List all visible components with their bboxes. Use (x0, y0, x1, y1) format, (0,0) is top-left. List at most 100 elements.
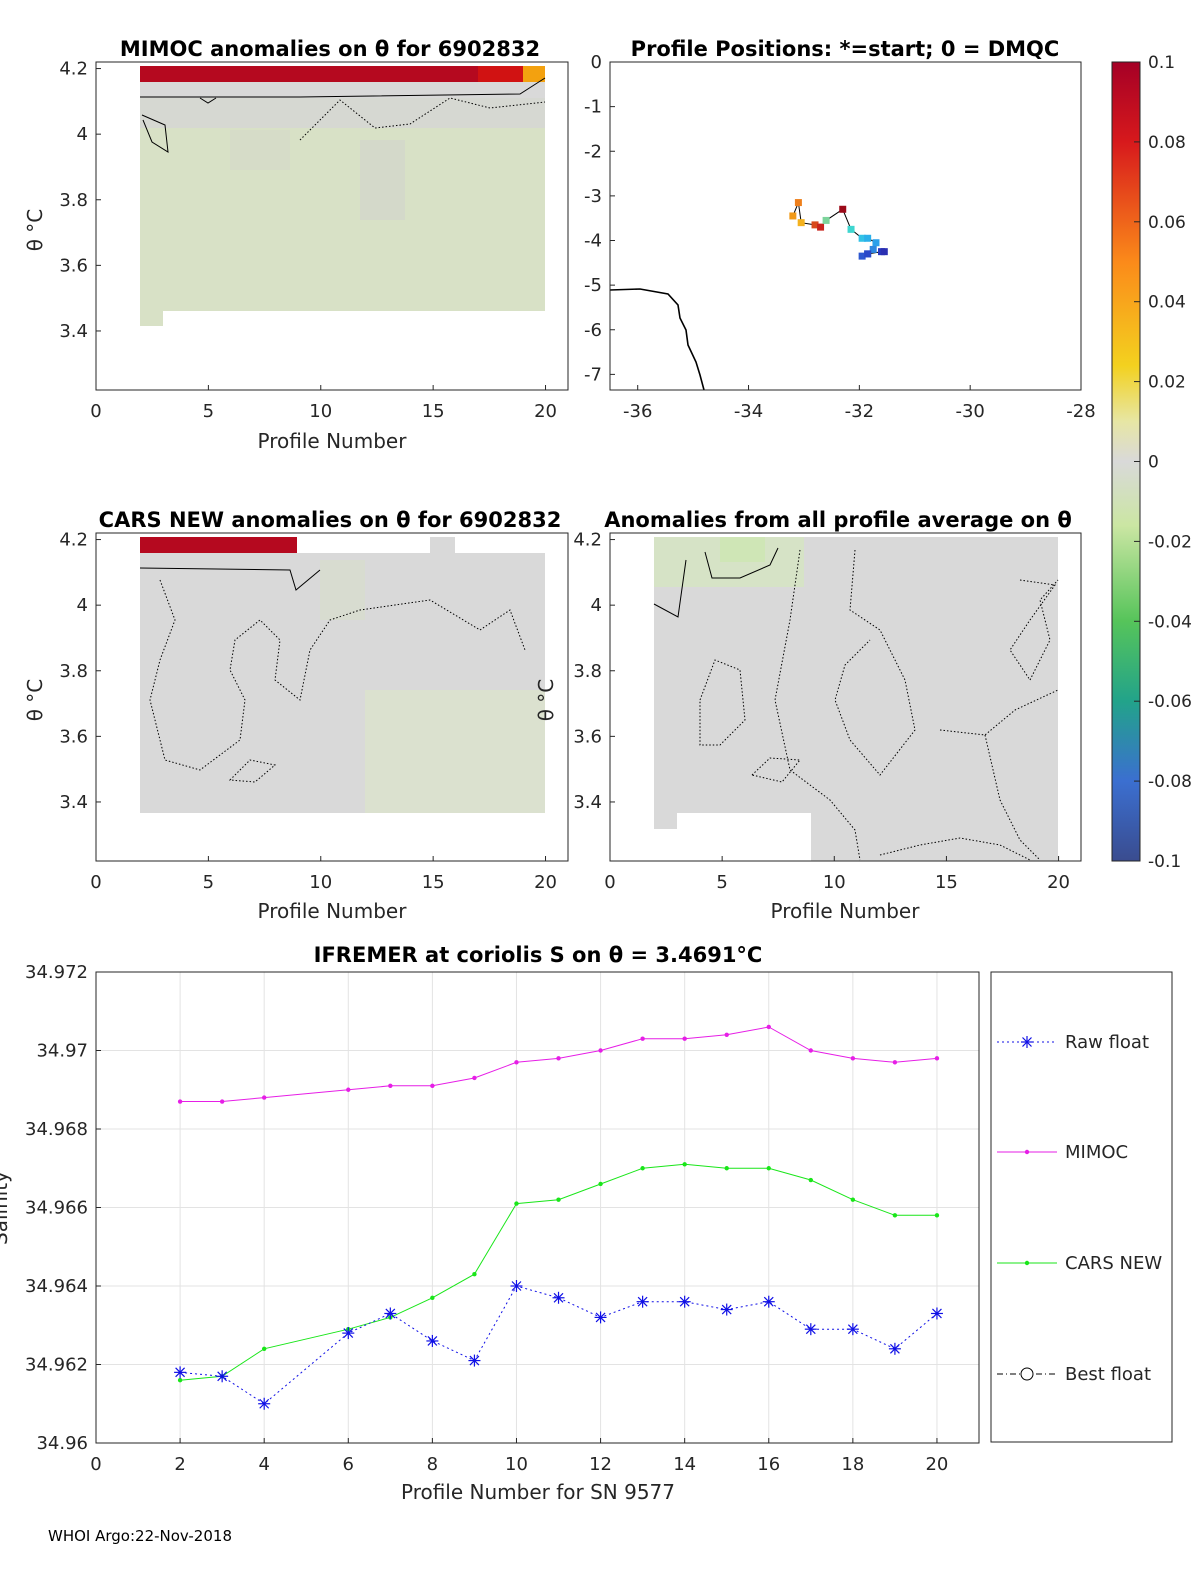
colorbar-tick-label: -0.08 (1148, 772, 1192, 792)
salinity-legend: Raw float MIMOC CARS NEW Best float (990, 971, 1173, 1443)
salinity-point-cars-new (766, 1166, 771, 1171)
salinity-point-mimoc (598, 1048, 603, 1053)
profile-position-marker (864, 250, 872, 258)
cars-x-label: Profile Number (258, 899, 408, 923)
salinity-x-tick-label: 8 (427, 1454, 438, 1475)
allavg-heatmap (653, 537, 1059, 861)
positions-y-tick-label: -3 (584, 186, 602, 207)
salinity-point-mimoc (261, 1095, 267, 1100)
salinity-y-tick-label: 34.97 (36, 1041, 88, 1062)
salinity-point-mimoc (472, 1075, 477, 1081)
salinity-x-tick-label: 14 (673, 1454, 696, 1475)
allavg-y-tick-label: 3.6 (573, 726, 602, 747)
salinity-point-mimoc (766, 1024, 771, 1030)
positions-y-tick-label: -5 (584, 275, 602, 296)
salinity-point-mimoc (850, 1056, 856, 1061)
allavg-axes-box (609, 532, 1082, 862)
mimoc-x-ticks: 0 5 10 15 20 (90, 385, 557, 422)
legend-dot-marker (1024, 1149, 1030, 1155)
mimoc-panel: MIMOC anomalies on θ for 6902832 0 5 10 15 2… (23, 37, 569, 453)
salinity-x-tick-label: 0 (90, 1454, 101, 1475)
mimoc-heat-row (140, 82, 545, 98)
cars-title: CARS NEW anomalies on θ for 6902832 (99, 508, 562, 532)
salinity-x-tick-label: 6 (343, 1454, 354, 1475)
salinity-star-marker (678, 1295, 691, 1308)
colorbar-tick-label: 0 (1148, 453, 1159, 473)
mimoc-axes-box (95, 61, 569, 391)
salinity-star-marker (846, 1323, 859, 1336)
cars-x-ticks: 0 5 10 15 20 (90, 856, 557, 893)
salinity-star-marker (930, 1307, 943, 1320)
legend-label: MIMOC (1065, 1142, 1128, 1163)
cars-x-tick-label: 5 (203, 872, 214, 893)
legend-label: CARS NEW (1065, 1253, 1162, 1274)
coastline (609, 288, 705, 391)
salinity-star-marker (468, 1354, 481, 1367)
legend-dot-marker (1024, 1260, 1030, 1266)
salinity-point-cars-new (177, 1378, 183, 1383)
legend-label: Raw float (1065, 1032, 1149, 1053)
cars-y-tick-label: 3.4 (59, 792, 88, 813)
salinity-point-mimoc (388, 1083, 393, 1089)
salinity-point-mimoc (514, 1060, 519, 1065)
mimoc-heat-cell (230, 130, 290, 170)
allavg-x-tick-label: 0 (604, 872, 615, 893)
mimoc-y-ticks: 4.2 4 3.8 3.6 3.4 (59, 59, 101, 342)
salinity-point-cars-new (850, 1197, 856, 1202)
allavg-title: Anomalies from all profile average on θ (604, 508, 1072, 532)
profile-position-marker (839, 205, 847, 213)
colorbar-tick-label: -0.06 (1148, 692, 1192, 712)
salinity-star-marker (342, 1327, 355, 1340)
positions-x-tick-label: -36 (623, 401, 652, 422)
allavg-x-tick-label: 10 (823, 872, 846, 893)
allavg-y-tick-label: 3.8 (573, 661, 602, 682)
cars-x-tick-label: 20 (534, 872, 557, 893)
cars-contour (139, 567, 321, 591)
allavg-contour (704, 547, 779, 579)
float-track (789, 199, 888, 260)
salinity-x-tick-label: 20 (925, 1454, 948, 1475)
cars-heatmap (139, 537, 545, 813)
mimoc-contour (199, 97, 217, 104)
salinity-x-tick-label: 10 (505, 1454, 528, 1475)
salinity-point-cars-new (892, 1213, 898, 1218)
positions-y-tick-label: -1 (584, 97, 602, 118)
mimoc-x-tick-label: 10 (309, 401, 332, 422)
colorbar-tick-label: 0.06 (1148, 213, 1186, 233)
legend-items: Raw float MIMOC CARS NEW Best float (997, 1032, 1162, 1385)
mimoc-x-tick-label: 0 (90, 401, 101, 422)
positions-axes-box (609, 61, 1082, 391)
salinity-star-marker (216, 1370, 229, 1383)
salinity-star-marker (426, 1334, 439, 1347)
positions-y-ticks: 0 -1 -2 -3 -4 -5 -6 -7 (584, 52, 615, 385)
colorbar-tick-label: 0.08 (1148, 133, 1186, 153)
allavg-heat-cell (811, 813, 1058, 861)
salinity-x-label: Profile Number for SN 9577 (401, 1480, 675, 1504)
salinity-point-mimoc (430, 1083, 435, 1089)
positions-y-tick-label: 0 (591, 52, 602, 73)
mimoc-contour (140, 77, 546, 98)
salinity-star-marker (258, 1397, 271, 1410)
allavg-contour-dotted (1009, 579, 1059, 681)
positions-x-tick-label: -32 (845, 401, 874, 422)
mimoc-contour-dotted (299, 97, 546, 141)
allavg-panel: Anomalies from all profile average on θ … (534, 508, 1082, 923)
positions-y-tick-label: -6 (584, 320, 602, 341)
mimoc-y-tick-label: 3.8 (59, 190, 88, 211)
cars-heat-cell (365, 690, 545, 813)
positions-y-tick-label: -2 (584, 141, 602, 162)
mimoc-x-tick-label: 20 (534, 401, 557, 422)
legend-label: Best float (1065, 1364, 1151, 1385)
salinity-point-mimoc (177, 1099, 183, 1104)
colorbar-tick-label: 0.02 (1148, 373, 1186, 393)
positions-title: Profile Positions: *=start; 0 = DMQC (631, 37, 1060, 61)
salinity-y-tick-label: 34.96 (36, 1433, 88, 1454)
mimoc-x-tick-label: 15 (422, 401, 445, 422)
profile-position-marker (797, 219, 805, 227)
profile-position-marker (817, 223, 825, 231)
series-line-cars-new (180, 1163, 937, 1381)
salinity-star-marker (762, 1295, 775, 1308)
cars-y-label: θ °C (23, 679, 47, 722)
salinity-panel: IFREMER at coriolis S on θ = 3.4691°C 0 2… (0, 943, 1173, 1504)
mimoc-heat-top-row (478, 66, 523, 82)
